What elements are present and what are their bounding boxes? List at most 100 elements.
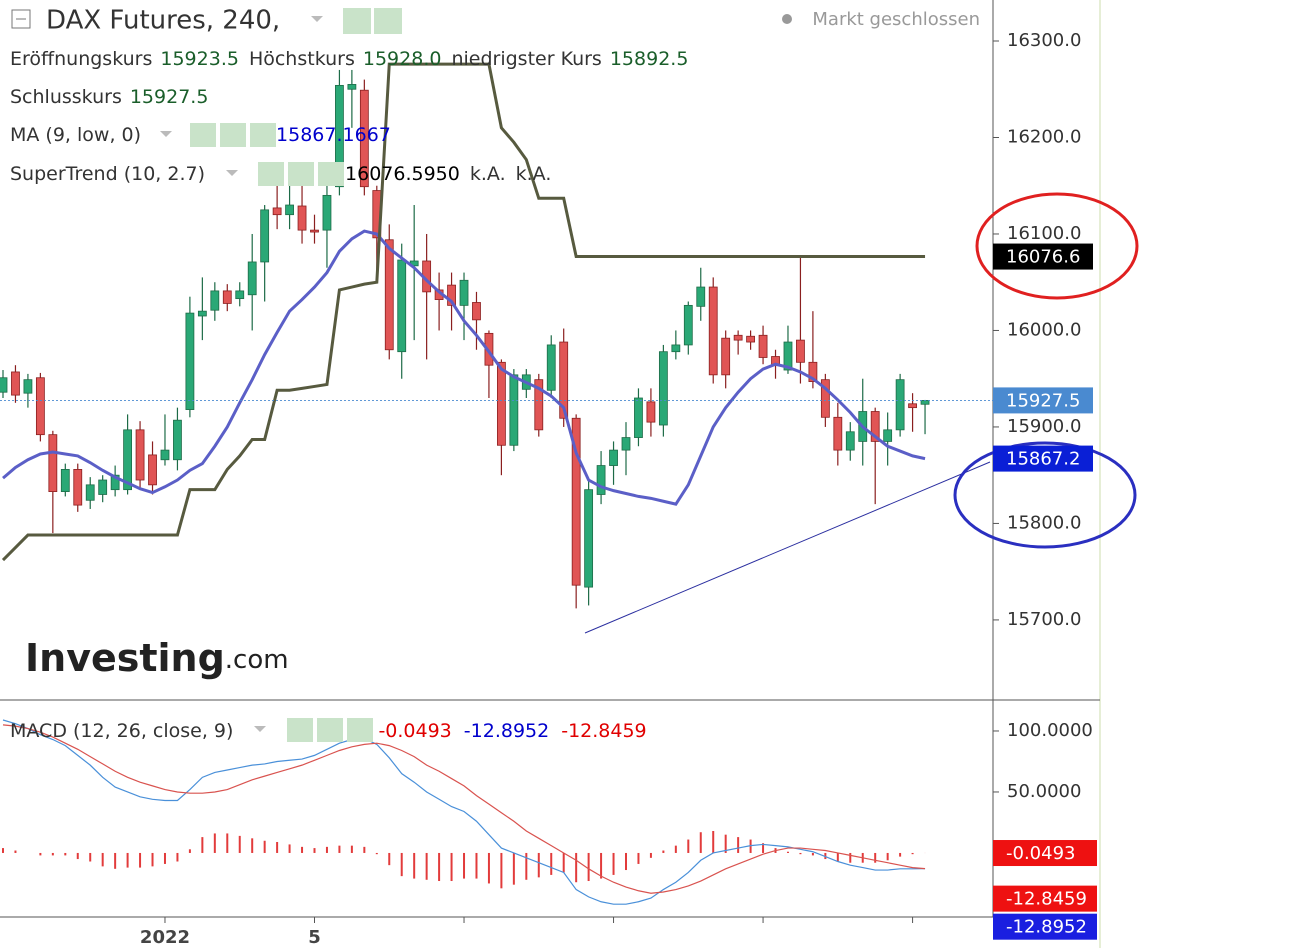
candle-body: [35, 377, 45, 436]
x-tick-label: 2022: [140, 927, 190, 948]
y-tick-label: 16000.0: [1007, 319, 1081, 340]
candle-body: [883, 429, 893, 442]
candle-body: [11, 371, 20, 396]
candle-body: [559, 341, 569, 419]
info-name: Eröffnungskurs: [10, 48, 152, 70]
candle-body: [870, 411, 880, 442]
candle-body: [746, 335, 755, 343]
info-value: 15892.5: [610, 48, 689, 70]
legend-value: -0.0493: [378, 720, 451, 742]
candle-body: [384, 239, 394, 351]
price-marker-label: 15927.5: [1006, 390, 1080, 411]
y-tick-label: 16100.0: [1007, 223, 1081, 244]
y-tick-label: 100.0000: [1007, 720, 1093, 741]
candle-body: [0, 377, 8, 393]
settings-icon[interactable]: [220, 123, 246, 147]
macd-line: [2, 719, 926, 905]
candle-body: [60, 469, 70, 492]
legend-extra: k.A.: [470, 163, 506, 185]
y-tick-label: 15900.0: [1007, 416, 1081, 437]
price-marker: [993, 885, 1097, 912]
chart-title: DAX Futures, 240,: [46, 6, 280, 36]
price-marker: [993, 387, 1093, 414]
candle-body: [397, 259, 407, 353]
dropdown-icon[interactable]: [311, 16, 323, 22]
candle-body: [733, 334, 743, 341]
y-tick-label: 15800.0: [1007, 512, 1081, 533]
candle-body: [534, 379, 544, 431]
trend-line: [584, 461, 991, 634]
macd-legend: MACD (12, 26, close, 9) -0.0493 -12.8952 -1…: [10, 720, 647, 742]
candle-body: [447, 284, 456, 306]
candle-body: [235, 290, 245, 300]
candle-body: [98, 479, 108, 495]
market-status: Markt geschlossen: [812, 9, 980, 30]
price-marker-label: -0.0493: [1006, 843, 1075, 864]
candle-body: [85, 484, 95, 501]
candle-body: [908, 403, 917, 409]
candle-body: [110, 474, 120, 491]
logo-suffix: .com: [225, 645, 289, 675]
settings-icon[interactable]: [190, 123, 216, 147]
candle-body: [247, 261, 257, 296]
legend-row: MA (9, low, 0) 15867.1667: [10, 124, 391, 146]
candle-body: [285, 204, 294, 216]
candle-body: [683, 304, 693, 346]
settings-icon[interactable]: [343, 8, 371, 34]
candle-body: [783, 341, 793, 371]
y-tick-label: 16300.0: [1007, 30, 1081, 51]
candle-body: [634, 397, 643, 438]
candle-body: [609, 449, 618, 466]
legend-value: 16076.5950: [345, 163, 460, 185]
remove-icon[interactable]: [318, 162, 344, 186]
price-marker: [993, 913, 1097, 940]
candle-body: [845, 431, 855, 451]
remove-icon[interactable]: [250, 123, 276, 147]
candle-body: [472, 302, 481, 321]
candle-body: [584, 489, 594, 588]
y-tick-label: 15700.0: [1007, 609, 1081, 630]
candle-body: [758, 334, 768, 358]
price-marker-label: -12.8952: [1006, 917, 1087, 938]
candle-body: [347, 84, 357, 90]
candle-body: [721, 337, 731, 376]
macd-line: [2, 724, 926, 894]
candle-body: [73, 469, 83, 506]
settings-icon[interactable]: [258, 162, 284, 186]
price-marker-label: 15867.2: [1006, 449, 1080, 470]
price-marker-label: 16076.6: [1006, 247, 1080, 268]
price-marker: [993, 445, 1093, 472]
settings-icon[interactable]: [288, 162, 314, 186]
logo: Investing.com: [25, 636, 289, 680]
highlight-ellipse: [975, 192, 1139, 300]
candle-body: [596, 465, 606, 495]
settings-icon[interactable]: [317, 718, 343, 742]
legend-name: MACD (12, 26, close, 9): [10, 720, 233, 742]
candle-body: [335, 84, 344, 188]
candle-body: [895, 379, 905, 431]
info-value: 15923.5: [160, 48, 239, 70]
highlight-ellipse: [953, 441, 1137, 549]
candle-body: [796, 339, 805, 363]
candle-body: [197, 310, 207, 317]
candle-body: [658, 351, 668, 426]
indicator-line: [1, 62, 926, 562]
candle-body: [297, 205, 307, 231]
price-marker: [993, 243, 1093, 270]
settings-icon[interactable]: [374, 8, 402, 34]
legend-row: Eröffnungskurs 15923.5 Höchstkurs 15928.0 ni…: [10, 48, 688, 70]
candle-body: [696, 286, 706, 307]
indicator-icons: [190, 123, 373, 742]
candle-body: [222, 290, 232, 304]
settings-icon[interactable]: [287, 718, 313, 742]
remove-icon[interactable]: [347, 718, 373, 742]
candle-body: [135, 429, 145, 481]
collapse-button[interactable]: [11, 9, 31, 29]
candle-body: [820, 379, 830, 418]
candle-body: [210, 290, 220, 311]
info-value: 15927.5: [130, 86, 209, 108]
status-dot: [782, 14, 792, 24]
price-marker: [993, 840, 1097, 867]
